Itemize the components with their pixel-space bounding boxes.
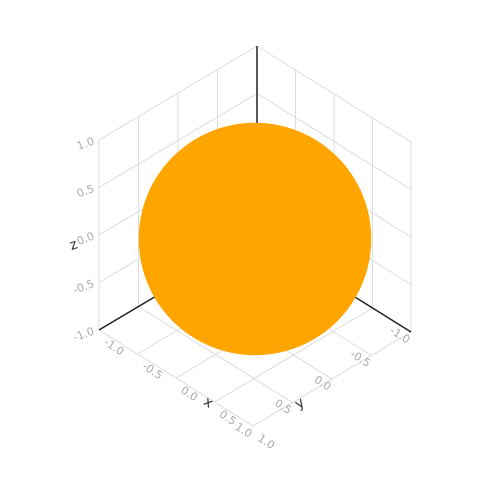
z-tick-label: 0.0: [75, 230, 96, 248]
grid-line: [98, 329, 254, 427]
x-tick-label: 0.5: [217, 408, 239, 428]
x-tick-label: -1.0: [101, 336, 126, 359]
z-tick-label: 0.5: [75, 182, 96, 200]
grid-line: [98, 45, 258, 141]
y-axis-title: y: [292, 395, 308, 413]
x-axis-title: x: [200, 394, 216, 412]
x-tick-label: 1.0: [255, 432, 277, 452]
grid-line: [256, 93, 412, 190]
grid-line: [256, 45, 412, 143]
y-tick-label: -1.0: [387, 324, 412, 347]
y-tick-label: -0.5: [348, 347, 373, 370]
y-tick-label: 0.0: [312, 373, 334, 393]
sphere-surface[interactable]: [138, 122, 372, 356]
x-tick-label: 0.0: [178, 384, 200, 404]
grid-line: [138, 306, 293, 403]
z-tick-label: -0.5: [71, 277, 96, 297]
z-tick-label: 1.0: [75, 135, 96, 153]
x-tick-label: -0.5: [140, 360, 165, 383]
grid-line: [98, 93, 258, 188]
y-tick-label: 0.5: [272, 397, 294, 417]
y-tick-label: 1.0: [233, 420, 255, 440]
z-tick-label: -1.0: [71, 325, 96, 345]
